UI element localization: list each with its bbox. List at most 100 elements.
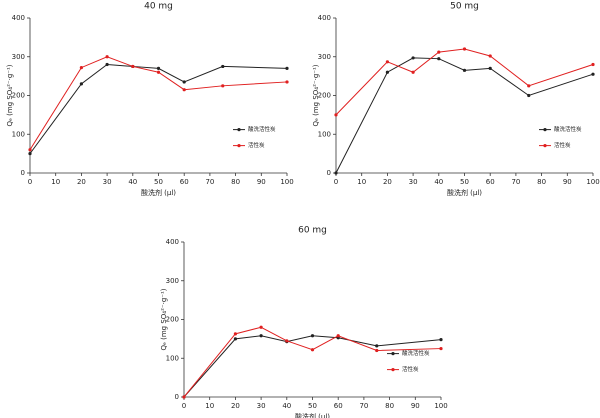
x-tick-label: 20	[77, 178, 86, 186]
series-line	[29, 63, 288, 154]
point	[259, 325, 263, 329]
x-tick-label: 80	[385, 402, 394, 410]
y-tick-label: 400	[166, 238, 179, 246]
series-line	[183, 335, 442, 398]
point	[375, 344, 379, 348]
x-tick-label: 0	[28, 178, 32, 186]
point	[310, 348, 315, 352]
series-line	[183, 326, 442, 398]
point	[310, 334, 315, 338]
x-tick-label: 40	[434, 178, 443, 186]
point	[527, 93, 531, 98]
x-tick-label: 0	[334, 178, 338, 186]
x-tick-label: 10	[205, 402, 214, 410]
legend-label: 酸洗活性炭	[554, 125, 582, 133]
y-tick-label: 200	[318, 92, 331, 100]
legend-label: 活性炭	[554, 141, 571, 149]
point	[462, 68, 467, 72]
y-tick-label: 400	[318, 14, 331, 22]
x-tick-label: 20	[231, 402, 240, 410]
point	[527, 84, 531, 88]
point	[488, 54, 492, 58]
x-tick-label: 60	[486, 178, 495, 186]
x-tick-label: 10	[357, 178, 366, 186]
point	[221, 64, 225, 69]
y-tick-label: 200	[166, 316, 179, 324]
x-axis-label: 酸洗剂 (μl)	[447, 188, 482, 197]
legend-label: 酸洗活性炭	[402, 349, 430, 357]
legend-label: 活性炭	[248, 141, 265, 149]
x-axis-label: 酸洗剂 (μl)	[141, 188, 176, 197]
point	[105, 62, 109, 67]
point	[156, 66, 161, 70]
point	[285, 80, 289, 84]
y-axis-label: Qₑ (mg SO₄²⁻·g⁻¹)	[312, 64, 320, 126]
point	[105, 55, 109, 59]
point	[79, 66, 83, 70]
chart-title: 60 mg	[298, 226, 327, 236]
point	[591, 72, 595, 76]
y-axis-label: Qₑ (mg SO₄²⁻·g⁻¹)	[6, 64, 14, 126]
x-axis-label: 酸洗剂 (μl)	[295, 412, 330, 418]
legend-marker	[391, 352, 395, 356]
y-tick-label: 200	[12, 92, 25, 100]
legend-marker	[391, 368, 395, 372]
point	[182, 80, 186, 84]
x-tick-label: 40	[128, 178, 137, 186]
x-tick-label: 50	[460, 178, 469, 186]
x-tick-label: 0	[182, 402, 186, 410]
y-tick-label: 100	[318, 130, 331, 138]
point	[182, 88, 186, 92]
series-line	[335, 57, 594, 174]
x-tick-label: 70	[205, 178, 214, 186]
y-tick-label: 0	[327, 169, 331, 177]
point	[259, 334, 263, 338]
point	[131, 64, 135, 69]
x-tick-label: 10	[51, 178, 60, 186]
x-tick-label: 50	[308, 402, 317, 410]
y-tick-label: 0	[175, 393, 179, 401]
point	[375, 348, 379, 353]
point	[221, 84, 225, 88]
y-tick-label: 300	[166, 277, 179, 285]
legend-label: 活性炭	[402, 365, 419, 373]
y-tick-label: 100	[12, 130, 25, 138]
x-tick-label: 30	[103, 178, 112, 186]
x-tick-label: 70	[511, 178, 520, 186]
point	[79, 82, 83, 86]
point	[334, 171, 338, 175]
point	[233, 337, 237, 341]
x-tick-label: 80	[537, 178, 546, 186]
x-tick-label: 30	[257, 402, 266, 410]
point	[439, 346, 443, 351]
point	[285, 66, 289, 70]
x-tick-label: 40	[282, 402, 291, 410]
point	[488, 66, 492, 70]
legend-label: 酸洗活性炭	[248, 125, 276, 133]
x-tick-label: 30	[409, 178, 418, 186]
point	[233, 332, 237, 336]
point	[591, 62, 595, 67]
series-line	[335, 48, 594, 116]
legend-marker	[237, 144, 241, 148]
point	[411, 56, 415, 60]
legend-marker	[543, 128, 547, 132]
x-tick-label: 90	[257, 178, 266, 186]
y-tick-label: 100	[166, 354, 179, 362]
y-axis-label: Qₑ (mg SO₄²⁻·g⁻¹)	[160, 288, 168, 350]
chart-title: 40 mg	[144, 2, 173, 12]
point	[336, 334, 340, 338]
y-tick-label: 0	[21, 169, 25, 177]
legend-marker	[237, 128, 241, 132]
chart-title: 50 mg	[450, 2, 479, 12]
legend-marker	[543, 144, 547, 148]
point	[439, 338, 443, 342]
x-tick-label: 90	[563, 178, 572, 186]
point	[28, 148, 32, 152]
point	[334, 113, 338, 117]
point	[182, 395, 186, 399]
x-tick-label: 50	[154, 178, 163, 186]
point	[28, 152, 32, 156]
point	[385, 60, 389, 64]
